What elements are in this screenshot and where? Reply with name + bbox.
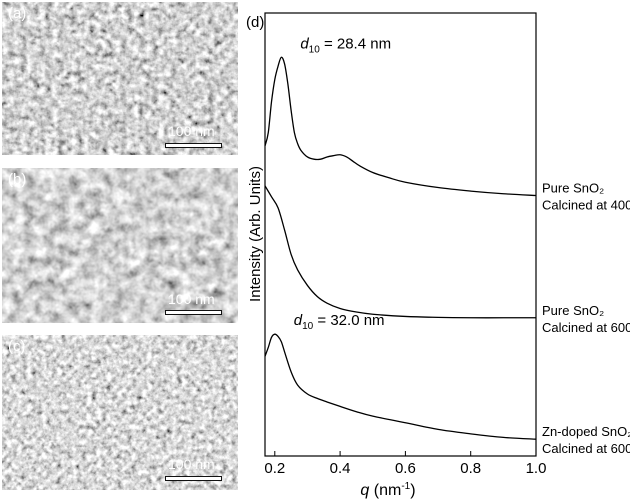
sem-texture-b (2, 168, 238, 323)
scale-bar-a (165, 143, 222, 148)
plot-frame (264, 12, 537, 457)
scale-bar-label-c: 100 nm (168, 456, 215, 472)
sem-texture-a (2, 2, 238, 155)
x-tick-label: 1.0 (526, 460, 547, 477)
sem-image-c: (c) 100 nm (2, 335, 238, 490)
x-tick-label: 0.4 (330, 460, 351, 477)
curves-group (264, 56, 537, 440)
saxs-chart: 0.2 0.4 0.6 0.8 1.0 (d) Intensity (Arb. Unit… (246, 12, 630, 499)
y-axis-label: Intensity (Arb. Units) (247, 166, 264, 302)
series-line-3 (264, 333, 537, 440)
ticks-group: 0.2 0.4 0.6 0.8 1.0 (264, 451, 546, 477)
x-tick-label: 0.8 (460, 460, 481, 477)
sem-image-a: (a) 100 nm (2, 2, 238, 155)
series-label-line1: Pure SnO₂ (542, 181, 604, 196)
series-label-line1: Zn-doped SnO₂ (542, 424, 630, 439)
d10-annotation-3: d10 = 32.0 nm (294, 312, 385, 332)
series-line-1 (264, 56, 537, 197)
x-axis-label: q (nm-1) (360, 481, 415, 499)
sem-image-b: (b) 100 nm (2, 168, 238, 323)
series-label-line1: Pure SnO₂ (542, 303, 604, 318)
panel-label-a: (a) (8, 5, 27, 22)
series-label-line2: Calcined at 400 ºC (542, 198, 630, 213)
panel-label-c: (c) (8, 338, 26, 355)
series-line-2 (264, 185, 536, 319)
scale-bar-label-b: 100 nm (168, 291, 215, 307)
panel-label-d: (d) (246, 14, 264, 31)
scale-bar-label-a: 100 nm (168, 123, 215, 139)
series-label-line2: Calcined at 600 ºC (542, 320, 630, 335)
series-labels-group: Pure SnO₂ Calcined at 400 ºC Pure SnO₂ Calc… (542, 181, 630, 457)
series-label-line2: Calcined at 600 ºC (542, 441, 630, 456)
panel-label-b: (b) (8, 171, 27, 188)
x-tick-label: 0.6 (395, 460, 416, 477)
d10-annotation-1: d10 = 28.4 nm (300, 35, 391, 55)
sem-texture-c (2, 335, 238, 490)
scale-bar-b (165, 310, 222, 315)
annotations-group: d10 = 28.4 nm d10 = 32.0 nm (294, 35, 391, 332)
scale-bar-c (165, 476, 222, 481)
x-tick-label: 0.2 (264, 460, 285, 477)
